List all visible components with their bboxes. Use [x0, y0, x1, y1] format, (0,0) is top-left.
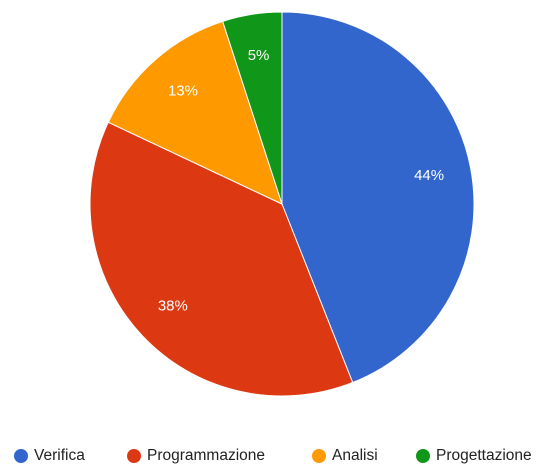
legend-swatch-verifica: [14, 449, 28, 463]
legend-label-analisi: Analisi: [332, 447, 378, 464]
pie-label-progettazione: 5%: [248, 47, 270, 64]
pie-label-programmazione: 38%: [158, 297, 188, 314]
pie-slice-verifica[interactable]: [281, 11, 475, 384]
legend-item-analisi[interactable]: Analisi: [312, 444, 378, 468]
pie-labels: 44% 38% 13% 5%: [158, 47, 444, 314]
legend-label-progettazione: Progettazione: [436, 447, 532, 464]
pie-slice-analisi[interactable]: [107, 20, 283, 205]
legend-item-programmazione[interactable]: Programmazione: [127, 444, 265, 468]
legend-item-progettazione[interactable]: Progettazione: [416, 444, 532, 468]
legend-label-programmazione: Programmazione: [147, 447, 266, 464]
pie-slices: [89, 11, 475, 397]
legend-item-verifica[interactable]: Verifica: [14, 444, 85, 468]
legend-label-verifica: Verifica: [34, 447, 85, 464]
pie-slice-progettazione[interactable]: [222, 11, 283, 205]
legend-swatch-programmazione: [127, 449, 141, 463]
pie-chart: 44% 38% 13% 5%: [89, 11, 475, 397]
legend-swatch-analisi: [312, 449, 326, 463]
legend-swatch-progettazione: [416, 449, 430, 463]
pie-slice-programmazione[interactable]: [89, 121, 354, 397]
pie-label-analisi: 13%: [168, 83, 198, 100]
pie-label-verifica: 44%: [414, 167, 444, 184]
chart-legend: Verifica Programmazione Analisi Progetta…: [0, 444, 559, 468]
